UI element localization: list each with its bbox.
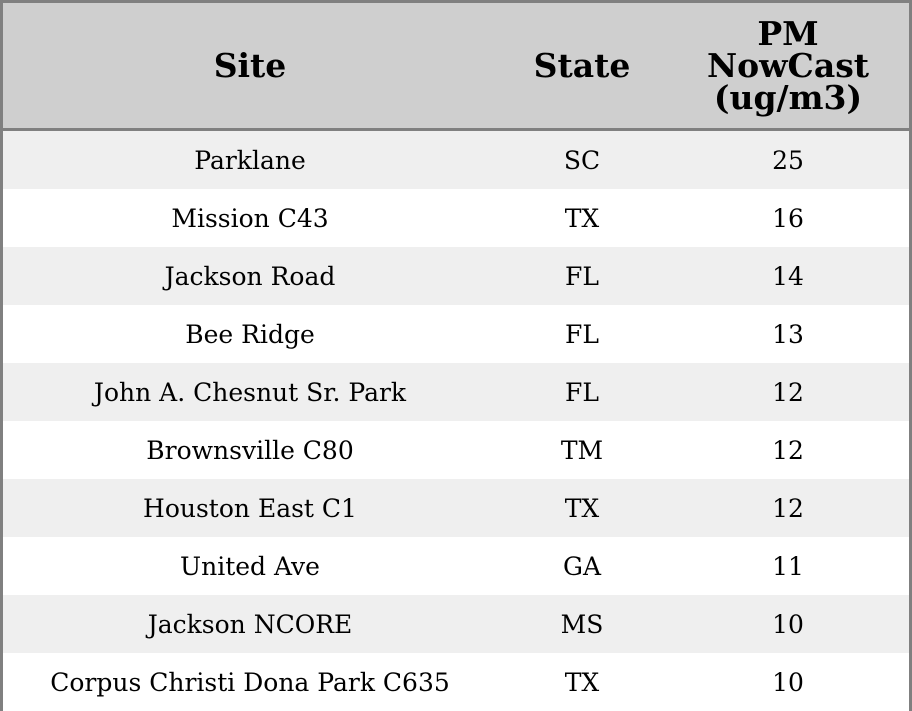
table-row: Houston East C1 TX 12 bbox=[3, 479, 909, 537]
cell-state: TX bbox=[564, 203, 600, 233]
cell-state: FL bbox=[565, 319, 599, 349]
cell-value: 10 bbox=[772, 609, 804, 639]
cell-value: 16 bbox=[772, 203, 804, 233]
cell-value: 11 bbox=[772, 551, 804, 581]
cell-state: TM bbox=[560, 435, 604, 465]
table-row: United Ave GA 11 bbox=[3, 537, 909, 595]
cell-site: Jackson NCORE bbox=[147, 609, 353, 639]
cell-site: Mission C43 bbox=[171, 203, 329, 233]
cell-state: MS bbox=[560, 609, 604, 639]
cell-value: 14 bbox=[772, 261, 804, 291]
cell-site: Parklane bbox=[194, 145, 306, 175]
cell-site: Houston East C1 bbox=[143, 493, 357, 523]
cell-state: FL bbox=[565, 261, 599, 291]
cell-value: 12 bbox=[772, 377, 804, 407]
table-row: John A. Chesnut Sr. Park FL 12 bbox=[3, 363, 909, 421]
cell-state: TX bbox=[564, 493, 600, 523]
cell-site: Jackson Road bbox=[164, 261, 336, 291]
cell-site: John A. Chesnut Sr. Park bbox=[93, 377, 407, 407]
header-site: Site bbox=[213, 45, 287, 85]
cell-state: GA bbox=[562, 551, 602, 581]
table-header: Site State PM NowCast (ug/m3) bbox=[3, 3, 909, 131]
table-row: Brownsville C80 TM 12 bbox=[3, 421, 909, 479]
table-row: Parklane SC 25 bbox=[3, 131, 909, 189]
cell-site: Corpus Christi Dona Park C635 bbox=[50, 667, 450, 697]
cell-state: TX bbox=[564, 667, 600, 697]
cell-value: 13 bbox=[772, 319, 804, 349]
header-pm-nowcast: PM NowCast (ug/m3) bbox=[667, 13, 909, 117]
cell-site: United Ave bbox=[180, 551, 320, 581]
cell-value: 12 bbox=[772, 435, 804, 465]
cell-site: Bee Ridge bbox=[185, 319, 315, 349]
table-row: Bee Ridge FL 13 bbox=[3, 305, 909, 363]
header-pm-line2: NowCast bbox=[706, 45, 870, 85]
table-row: Jackson Road FL 14 bbox=[3, 247, 909, 305]
header-pm-line1: PM bbox=[757, 13, 819, 53]
cell-value: 10 bbox=[772, 667, 804, 697]
cell-state: FL bbox=[565, 377, 599, 407]
cell-state: SC bbox=[563, 145, 601, 175]
header-state: State bbox=[533, 45, 631, 85]
cell-site: Brownsville C80 bbox=[146, 435, 354, 465]
table-row: Mission C43 TX 16 bbox=[3, 189, 909, 247]
table-row: Jackson NCORE MS 10 bbox=[3, 595, 909, 653]
table-row: Corpus Christi Dona Park C635 TX 10 bbox=[3, 653, 909, 711]
cell-value: 25 bbox=[772, 145, 804, 175]
cell-value: 12 bbox=[772, 493, 804, 523]
header-pm-line3: (ug/m3) bbox=[713, 77, 863, 117]
